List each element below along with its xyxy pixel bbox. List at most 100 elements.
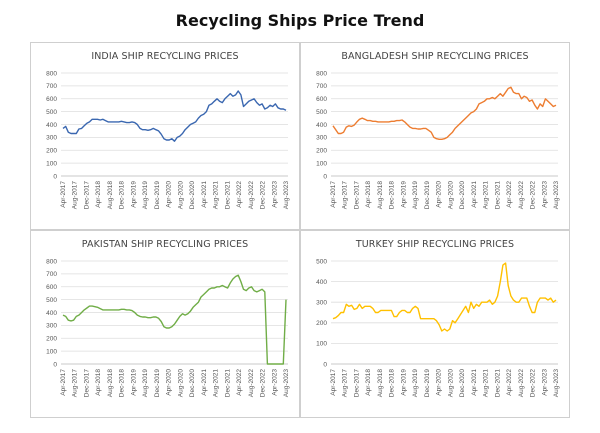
y-tick-label: 0 — [323, 173, 327, 180]
x-tick-label: Dec-2018 — [389, 369, 396, 398]
x-tick-label: Dec-2020 — [189, 181, 196, 210]
y-tick-label: 500 — [316, 109, 327, 116]
x-tick-label: Apr-2023 — [271, 369, 278, 396]
x-tick-label: Aug-2018 — [377, 369, 384, 398]
x-tick-label: Dec-2018 — [389, 181, 396, 210]
x-tick-label: Aug-2022 — [518, 369, 525, 398]
x-tick-label: Aug-2022 — [518, 181, 525, 210]
chart-title: PAKISTAN SHIP RECYCLING PRICES — [81, 239, 249, 250]
x-tick-label: Aug-2020 — [177, 369, 184, 398]
y-tick-label: 200 — [46, 336, 57, 343]
y-tick-label: 500 — [46, 109, 57, 116]
y-tick-label: 700 — [316, 83, 327, 90]
chart-grid: INDIA SHIP RECYCLING PRICES 0 100 200 300 40… — [30, 42, 570, 419]
x-tick-label: Aug-2021 — [213, 369, 220, 398]
y-tick-label: 300 — [46, 135, 57, 142]
y-tick-label: 300 — [316, 135, 327, 142]
y-tick-label: 200 — [316, 320, 327, 327]
x-tick-label: Apr-2022 — [506, 181, 513, 208]
x-tick-label: Aug-2017 — [342, 181, 349, 210]
x-tick-label: Aug-2018 — [377, 181, 384, 210]
x-tick-label: Dec-2022 — [530, 181, 537, 210]
x-tick-label: Apr-2021 — [471, 369, 478, 396]
x-tick-label: Aug-2021 — [213, 181, 220, 210]
x-tick-label: Dec-2019 — [424, 369, 431, 398]
y-tick-label: 300 — [316, 300, 327, 307]
x-tick-label: Apr-2019 — [130, 181, 137, 208]
page-title: Recycling Ships Price Trend — [175, 11, 425, 30]
x-tick-label: Dec-2018 — [119, 181, 126, 210]
x-tick-label: Aug-2018 — [107, 181, 114, 210]
x-tick-label: Aug-2019 — [412, 181, 419, 210]
x-tick-label: Dec-2017 — [83, 369, 90, 398]
x-tick-label: Apr-2020 — [436, 369, 443, 396]
x-tick-label: Dec-2021 — [494, 181, 501, 210]
x-tick-label: Dec-2017 — [83, 181, 90, 210]
x-tick-label: Apr-2018 — [95, 369, 102, 396]
x-tick-label: Apr-2019 — [130, 369, 137, 396]
x-tick-label: Apr-2019 — [400, 181, 407, 208]
y-tick-label: 400 — [46, 122, 57, 129]
y-tick-label: 100 — [46, 348, 57, 355]
x-tick-label: Apr-2020 — [166, 181, 173, 208]
x-tick-label: Apr-2017 — [330, 181, 337, 208]
x-tick-label: Dec-2017 — [353, 181, 360, 210]
chart-panel-bangladesh: BANGLADESH SHIP RECYCLING PRICES 0 100 200… — [300, 42, 570, 230]
x-tick-label: Dec-2022 — [530, 369, 537, 398]
chart-panel-pakistan: PAKISTAN SHIP RECYCLING PRICES 0 100 200 30… — [30, 230, 300, 418]
y-tick-label: 700 — [46, 83, 57, 90]
x-tick-label: Aug-2019 — [142, 181, 149, 210]
x-tick-label: Dec-2019 — [154, 181, 161, 210]
y-tick-label: 300 — [46, 323, 57, 330]
y-tick-label: 100 — [316, 341, 327, 348]
x-tick-label: Apr-2023 — [541, 181, 548, 208]
x-tick-label: Aug-2020 — [447, 181, 454, 210]
series-line — [62, 90, 287, 142]
x-tick-label: Aug-2017 — [342, 369, 349, 398]
x-tick-label: Apr-2020 — [166, 369, 173, 396]
y-tick-label: 600 — [316, 96, 327, 103]
chart-svg-pakistan: 0 100 200 300 400 500 600 700 800 Apr-2017 Aug-201… — [46, 258, 290, 398]
y-tick-label: 0 — [53, 361, 57, 368]
x-tick-label: Aug-2023 — [553, 369, 560, 398]
x-tick-label: Aug-2017 — [72, 369, 79, 398]
x-tick-label: Apr-2017 — [330, 369, 337, 396]
x-tick-label: Aug-2020 — [447, 369, 454, 398]
x-tick-label: Apr-2022 — [236, 181, 243, 208]
y-tick-label: 400 — [316, 279, 327, 286]
x-tick-label: Aug-2018 — [107, 369, 114, 398]
y-tick-label: 100 — [46, 160, 57, 167]
x-tick-label: Dec-2017 — [353, 369, 360, 398]
x-tick-label: Apr-2017 — [60, 369, 67, 396]
x-tick-label: Dec-2021 — [224, 181, 231, 210]
x-tick-label: Apr-2018 — [365, 181, 372, 208]
series-line — [332, 262, 557, 332]
y-tick-label: 700 — [46, 271, 57, 278]
y-tick-label: 500 — [316, 258, 327, 265]
x-tick-label: Aug-2017 — [72, 181, 79, 210]
chart-svg-turkey: 0 100 200 300 400 500 Apr-2017 Aug-2017 Dec-2017… — [316, 258, 560, 398]
y-tick-label: 600 — [46, 284, 57, 291]
x-tick-label: Dec-2018 — [119, 369, 126, 398]
series-line — [62, 274, 287, 365]
y-tick-label: 200 — [316, 148, 327, 155]
x-tick-label: Apr-2022 — [236, 369, 243, 396]
x-tick-label: Apr-2020 — [436, 181, 443, 208]
x-tick-label: Aug-2022 — [248, 369, 255, 398]
x-tick-label: Apr-2022 — [506, 369, 513, 396]
x-tick-label: Apr-2021 — [471, 181, 478, 208]
chart-title: INDIA SHIP RECYCLING PRICES — [91, 51, 239, 62]
y-tick-label: 800 — [46, 70, 57, 77]
x-tick-label: Apr-2018 — [95, 181, 102, 208]
y-tick-label: 800 — [46, 258, 57, 265]
y-tick-label: 500 — [46, 297, 57, 304]
x-tick-label: Apr-2018 — [365, 369, 372, 396]
x-tick-label: Dec-2021 — [224, 369, 231, 398]
x-tick-label: Aug-2020 — [177, 181, 184, 210]
x-tick-label: Aug-2023 — [283, 369, 290, 398]
x-tick-label: Aug-2023 — [553, 181, 560, 210]
x-tick-label: Dec-2022 — [260, 369, 267, 398]
x-tick-label: Aug-2019 — [142, 369, 149, 398]
x-tick-label: Dec-2019 — [424, 181, 431, 210]
x-tick-label: Aug-2023 — [283, 181, 290, 210]
